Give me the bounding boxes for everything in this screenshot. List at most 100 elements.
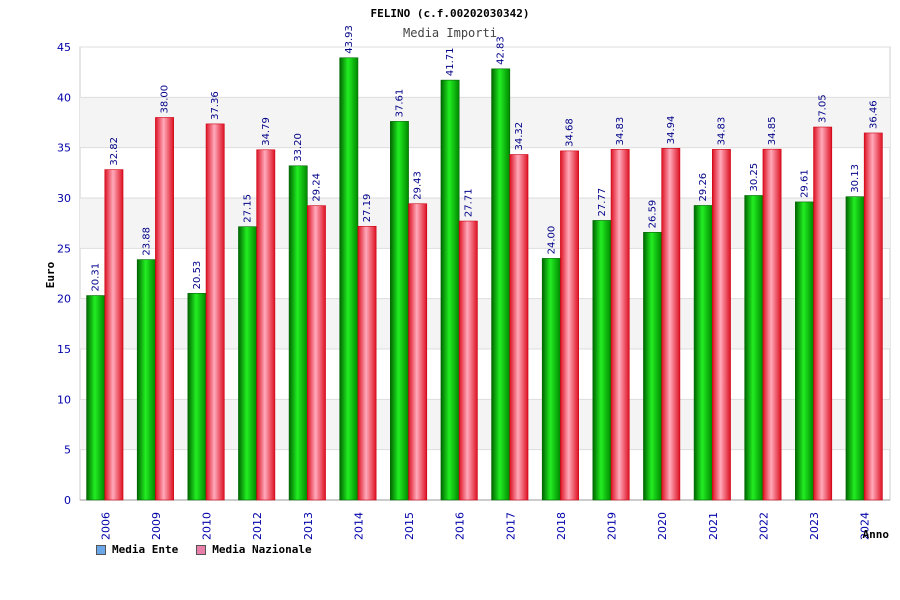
value-label-ente-2020: 26.59 (648, 200, 659, 229)
value-label-nazionale-2015: 29.43 (413, 171, 424, 200)
bar-nazionale-2006 (104, 169, 124, 501)
x-tick-label-2006: 2006 (99, 512, 112, 540)
bar-nazionale-2024 (863, 132, 883, 501)
legend: Media Ente Media Nazionale (96, 543, 312, 556)
value-label-nazionale-2022: 34.85 (767, 117, 778, 146)
bar-ente-2023 (795, 201, 814, 501)
x-tick-label-2012: 2012 (251, 512, 264, 540)
legend-swatch-media-ente (96, 544, 106, 555)
bar-nazionale-2012 (256, 149, 276, 501)
bar-ente-2022 (744, 195, 764, 501)
bar-ente-2020 (643, 232, 662, 501)
bar-nazionale-2020 (661, 147, 681, 501)
value-label-nazionale-2023: 37.05 (818, 94, 829, 123)
bar-nazionale-2019 (610, 149, 630, 501)
bar-ente-2018 (541, 258, 561, 501)
value-labels: 20.31 32.82 23.88 38.00 20.53 37.36 27.15 34.79… (91, 25, 880, 291)
value-label-ente-2018: 24.00 (546, 226, 557, 255)
y-tick-label: 0 (64, 494, 71, 507)
y-tick-label: 35 (57, 142, 71, 155)
bar-ente-2010 (187, 293, 207, 501)
y-tick-label: 40 (57, 91, 71, 104)
bar-ente-2015 (390, 121, 409, 501)
bar-nazionale-2023 (813, 126, 833, 501)
x-tick-label-2019: 2019 (606, 512, 619, 540)
bar-ente-2012 (238, 226, 257, 501)
bar-nazionale-2021 (712, 149, 731, 501)
x-tick-label-2015: 2015 (403, 512, 416, 540)
value-label-ente-2009: 23.88 (141, 227, 152, 256)
x-tick-label-2020: 2020 (656, 512, 669, 540)
bar-nazionale-2018 (560, 150, 579, 501)
bar-nazionale-2013 (307, 205, 326, 501)
y-tick-label: 10 (57, 393, 71, 406)
bar-nazionale-2016 (458, 220, 478, 501)
bar-ente-2019 (592, 220, 612, 501)
x-tick-label-2013: 2013 (302, 512, 315, 540)
x-tick-label-2009: 2009 (150, 512, 163, 540)
x-axis-label: Anno (863, 528, 890, 541)
bar-ente-2014 (339, 57, 359, 501)
value-label-ente-2024: 30.13 (850, 164, 861, 193)
bar-nazionale-2022 (762, 148, 782, 501)
x-axis-ticks: 2006 2009 2010 2012 2013 2014 2015 2016 2017 2018… (99, 512, 871, 540)
bars (86, 57, 883, 501)
legend-label-media-ente: Media Ente (112, 543, 179, 556)
y-tick-label: 15 (57, 343, 71, 356)
value-label-ente-2006: 20.31 (91, 263, 102, 292)
bar-ente-2006 (86, 295, 106, 501)
value-label-ente-2012: 27.15 (243, 194, 254, 223)
bar-ente-2009 (136, 259, 156, 501)
value-label-ente-2016: 41.71 (445, 47, 456, 76)
value-label-nazionale-2006: 32.82 (109, 137, 120, 166)
bar-ente-2024 (845, 196, 865, 501)
y-tick-label: 25 (57, 242, 71, 255)
value-label-nazionale-2014: 27.19 (362, 194, 373, 223)
value-label-ente-2015: 37.61 (394, 89, 405, 118)
x-tick-label-2010: 2010 (201, 512, 214, 540)
chart-subtitle: Media Importi (403, 26, 497, 40)
value-label-ente-2021: 29.26 (698, 173, 709, 202)
bar-nazionale-2010 (205, 123, 225, 501)
legend-item-media-nazionale: Media Nazionale (196, 543, 312, 556)
value-label-nazionale-2016: 27.71 (463, 188, 474, 217)
y-tick-label: 30 (57, 192, 71, 205)
bar-nazionale-2009 (155, 117, 174, 501)
chart-title: FELINO (c.f.00202030342) (371, 7, 530, 20)
value-label-nazionale-2017: 34.32 (514, 122, 525, 151)
value-label-nazionale-2020: 34.94 (666, 116, 677, 145)
x-tick-label-2021: 2021 (707, 512, 720, 540)
legend-label-media-nazionale: Media Nazionale (212, 543, 312, 556)
value-label-ente-2023: 29.61 (799, 169, 810, 198)
value-label-nazionale-2021: 34.83 (716, 117, 727, 146)
value-label-nazionale-2019: 34.83 (615, 117, 626, 146)
bar-ente-2013 (288, 165, 308, 501)
value-label-ente-2013: 33.20 (293, 133, 304, 162)
bar-nazionale-2014 (357, 225, 377, 501)
x-tick-label-2014: 2014 (352, 512, 365, 540)
x-tick-label-2016: 2016 (454, 512, 467, 540)
legend-item-media-ente: Media Ente (96, 543, 178, 556)
value-label-ente-2019: 27.77 (597, 188, 608, 217)
value-label-nazionale-2012: 34.79 (261, 117, 272, 146)
bar-nazionale-2015 (408, 203, 428, 501)
y-tick-label: 5 (64, 444, 71, 457)
value-label-nazionale-2010: 37.36 (210, 91, 221, 120)
x-tick-label-2023: 2023 (808, 512, 821, 540)
value-label-ente-2017: 42.83 (496, 36, 507, 65)
value-label-nazionale-2009: 38.00 (160, 85, 171, 114)
value-label-nazionale-2013: 29.24 (311, 173, 322, 202)
y-tick-label: 45 (57, 41, 71, 54)
bar-ente-2016 (440, 79, 460, 501)
x-tick-label-2024: 2024 (859, 512, 872, 540)
y-tick-label: 20 (57, 293, 71, 306)
value-label-ente-2010: 20.53 (192, 261, 203, 290)
value-label-nazionale-2018: 34.68 (565, 118, 576, 147)
bar-nazionale-2017 (509, 154, 529, 501)
legend-swatch-media-nazionale (196, 544, 207, 555)
x-tick-label-2022: 2022 (757, 512, 770, 540)
value-label-ente-2022: 30.25 (749, 163, 760, 192)
y-axis-label: Euro (44, 261, 57, 288)
y-axis-ticks: 0 5 10 15 20 25 30 35 40 45 (57, 41, 71, 507)
bar-ente-2017 (491, 68, 511, 501)
